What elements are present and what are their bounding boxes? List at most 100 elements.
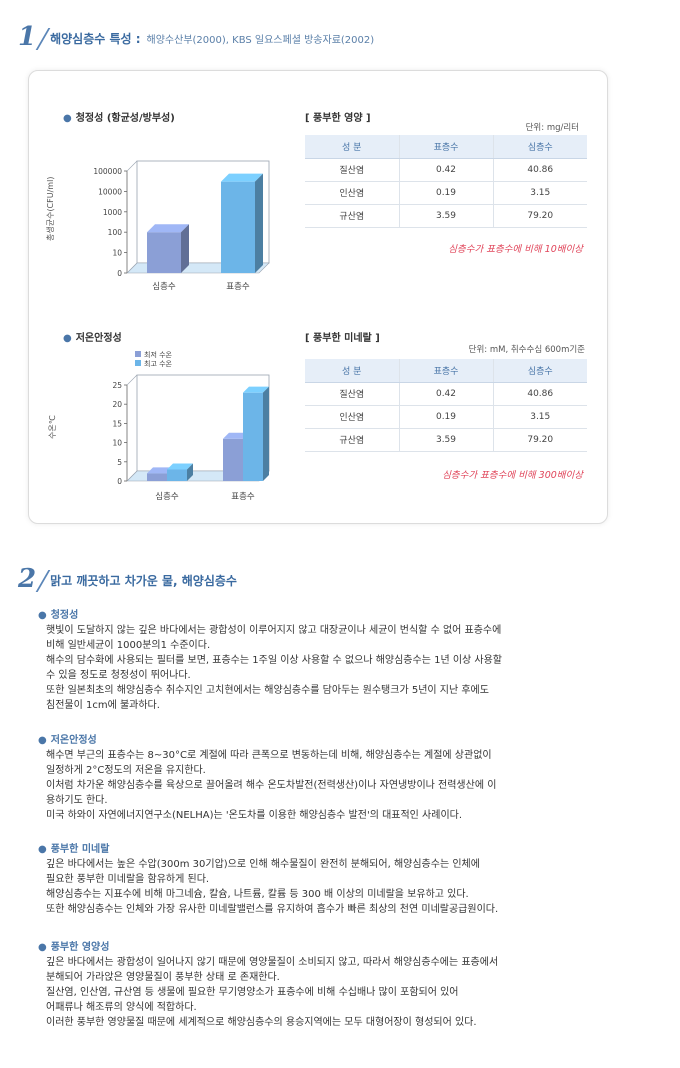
table-header-cell: 심층수: [492, 359, 587, 383]
table-header-cell: 성 분: [305, 359, 399, 383]
paragraph-line: 해수의 담수화에 사용되는 필터를 보면, 표층수는 1주일 이상 사용할 수 …: [46, 655, 503, 666]
mineral-table: 성 분 표층수 심층수 질산염 0.42 40.86 인산염 0.19 3.15…: [305, 359, 587, 452]
table1-title: [ 풍부한 영양 ]: [305, 113, 371, 124]
paragraph-line: 미국 하와이 자연에너지연구소(NELHA)는 '온도차를 이용한 해양심층수 …: [46, 810, 463, 821]
y-tick-label: 0: [117, 269, 122, 278]
chart2-title-text: 저온안정성: [75, 333, 122, 344]
topic-low-temp-title: ● 저온안정성: [38, 731, 97, 746]
chart1-cleanliness: 총생균수(CFU/ml) 0 10 100 1000 10000 100000 심층수 표층…: [45, 160, 270, 292]
y-tick-label: 20: [112, 400, 122, 409]
bar-side: [181, 224, 189, 273]
bullet-icon: ●: [38, 735, 47, 746]
paragraph-line: 필요한 풍부한 미네랄을 함유하게 된다.: [46, 874, 210, 885]
bar-max-temp: [167, 463, 193, 481]
chart1-ylabel: 총생균수(CFU/ml): [45, 177, 55, 241]
frame-edge: [126, 470, 138, 482]
paragraph-line: 어패류나 해조류의 양식에 적합하다.: [46, 1002, 197, 1013]
bar-front: [147, 232, 181, 273]
chart1-x-ticks: 심층수 표층수: [152, 281, 250, 292]
bar-max-temp: [243, 386, 269, 481]
legend-swatch: [135, 360, 141, 366]
y-tick-label: 100000: [93, 167, 122, 176]
table-header-cell: 성 분: [305, 135, 399, 159]
table-cell: 인산염: [305, 181, 399, 205]
bar-front: [223, 438, 243, 481]
table1-note: 심층수가 표층수에 비해 10배이상: [448, 244, 583, 255]
table-row: 인산염 0.19 3.15: [305, 181, 587, 205]
table-cell: 79.20: [492, 204, 587, 228]
y-tick-label: 10: [112, 439, 122, 448]
table-cell: 3.15: [492, 405, 587, 429]
table-row: 규산염 3.59 79.20: [305, 204, 587, 228]
section2-header: 2 맑고 깨끗하고 차가운 물, 해양심층수: [18, 566, 237, 592]
legend-label: 최저 수온: [144, 350, 173, 359]
table-header-cell: 표층수: [398, 135, 493, 159]
y-tick-label: 10000: [98, 187, 122, 196]
section1-title: 해양심층수 특성 :: [50, 32, 141, 46]
bar-front: [167, 469, 187, 481]
bar-top: [147, 467, 173, 474]
bar-top: [223, 432, 249, 439]
table-cell: 질산염: [305, 382, 399, 406]
chart1-title-text: 청정성 (항균성/방부성): [75, 113, 175, 124]
table-cell: 인산염: [305, 405, 399, 429]
table-cell: 79.20: [492, 428, 587, 452]
paragraph-line: 또한 해양심층수는 인체와 가장 유사한 미네랄밸런스를 유지하여 흡수가 빠른…: [46, 904, 499, 915]
table-cell: 0.19: [398, 405, 493, 429]
table-header-row: 성 분 표층수 심층수: [305, 135, 587, 159]
bar-deep-water: [147, 224, 189, 273]
topic-cleanliness-title: ● 청정성: [38, 606, 78, 621]
chart2-bars: [147, 386, 269, 481]
x-tick-label: 심층수: [152, 281, 176, 292]
topic-title-text: 풍부한 영양성: [50, 942, 110, 953]
y-tick-label: 0: [117, 477, 122, 486]
table-cell: 규산염: [305, 428, 399, 452]
table-cell: 40.86: [492, 382, 587, 406]
x-tick-label: 표층수: [231, 492, 255, 502]
table-row: 인산염 0.19 3.15: [305, 405, 587, 429]
bar-surface-water: [221, 173, 263, 273]
section2-title: 맑고 깨끗하고 차가운 물, 해양심층수: [50, 574, 237, 588]
paragraph-line: 침전물이 1cm에 불과하다.: [46, 700, 160, 711]
bar-front: [147, 473, 167, 481]
paragraph-line: 수 있을 정도로 청정성이 뛰어나다.: [46, 670, 191, 681]
paragraph-line: 비해 일반세균이 1000분의1 수준이다.: [46, 640, 211, 651]
topic-mineral-body: 깊은 바다에서는 높은 수압(300m 30기압)으로 인해 해수물질이 완전히…: [46, 857, 646, 917]
chart2-x-ticks: 심층수 표층수: [155, 491, 255, 502]
frame-edge: [126, 160, 138, 172]
topic-mineral-title: ● 풍부한 미네랄: [38, 840, 109, 855]
bar-side: [255, 173, 263, 273]
table-cell: 40.86: [492, 158, 587, 182]
paragraph-line: 해양심층수는 지표수에 비해 마그네슘, 칼슘, 나트륨, 칼륨 등 300 배…: [46, 889, 469, 900]
paragraph-line: 이처럼 차가운 해양심층수를 육상으로 끌어올려 해수 온도차발전(전력생산)이…: [46, 780, 497, 791]
table-row: 규산염 3.59 79.20: [305, 428, 587, 452]
bar-front: [221, 181, 255, 273]
table-header-cell: 심층수: [492, 135, 587, 159]
bar-side: [187, 463, 193, 481]
x-tick-label: 심층수: [155, 491, 179, 502]
paragraph-line: 해수면 부근의 표층수는 8~30°C로 계절에 따라 큰폭으로 변동하는데 비…: [46, 750, 492, 761]
table2-unit: 단위: mM, 취수수심 600m기준: [468, 345, 585, 355]
table-cell: 3.15: [492, 181, 587, 205]
topic-cleanliness-body: 햇빛이 도달하지 않는 깊은 바다에서는 광합성이 이루어지지 않고 대장균이나…: [46, 623, 646, 713]
paragraph-line: 또한 일본최초의 해양심층수 취수지인 고치현에서는 해양심층수를 담아두는 원…: [46, 685, 489, 696]
nutrition-table: 성 분 표층수 심층수 질산염 0.42 40.86 인산염 0.19 3.15…: [305, 135, 587, 228]
paragraph-line: 일정하게 2°C정도의 저온을 유지한다.: [46, 765, 206, 776]
bar-top: [167, 463, 193, 470]
paragraph-line: 용하기도 한다.: [46, 795, 108, 806]
paragraph-line: 분해되어 가라앉은 영양물질이 풍부한 상태 로 존재한다.: [46, 972, 280, 983]
paragraph-line: 깊은 바다에서는 높은 수압(300m 30기압)으로 인해 해수물질이 완전히…: [46, 859, 480, 870]
chart1-y-ticks: 0 10 100 1000 10000 100000: [93, 167, 127, 278]
bullet-icon: ●: [38, 844, 47, 855]
y-tick-label: 15: [112, 419, 122, 428]
bullet-icon: ●: [63, 113, 72, 124]
table2-note: 심층수가 표층수에 비해 300배이상: [442, 470, 583, 481]
topic-nutrition-body: 깊은 바다에서는 광합성이 일어나지 않기 때문에 영양물질이 소비되지 않고,…: [46, 955, 646, 1030]
paragraph-line: 깊은 바다에서는 광합성이 일어나지 않기 때문에 영양물질이 소비되지 않고,…: [46, 957, 499, 968]
table-cell: 0.19: [398, 181, 493, 205]
bar-side: [263, 386, 269, 481]
paragraph-line: 질산염, 인산염, 규산염 등 생물에 필요한 무기영양소가 표층수에 비해 수…: [46, 987, 459, 998]
characteristics-panel: ● 청정성 (항균성/방부성) 총생균수(CFU/ml) 0 10 100 1000 10…: [28, 70, 608, 524]
section2-number: 2: [18, 564, 37, 594]
